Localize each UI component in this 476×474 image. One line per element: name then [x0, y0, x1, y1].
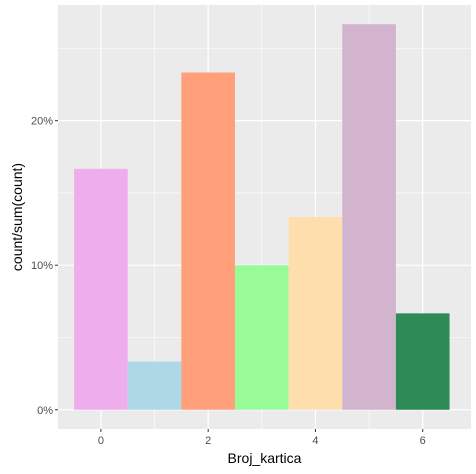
- y-axis-title: count/sum(count): [9, 163, 25, 271]
- x-tick-label: 6: [420, 435, 426, 447]
- x-tick-label: 0: [98, 435, 104, 447]
- x-tick-label: 2: [205, 435, 211, 447]
- x-tick-label: 4: [312, 435, 318, 447]
- bar-3: [235, 265, 289, 410]
- bar-4: [288, 217, 343, 410]
- y-tick-label: 20%: [31, 116, 53, 128]
- bar-1: [127, 361, 182, 410]
- bar-6: [395, 313, 450, 410]
- x-axis-title: Broj_kartica: [228, 450, 302, 466]
- bar-0: [74, 168, 128, 410]
- y-axis: 0% 10% 20%: [31, 116, 58, 417]
- bars: [74, 24, 450, 410]
- y-tick-label: 0%: [37, 405, 53, 417]
- x-axis: 0 2 4 6: [98, 429, 426, 447]
- bar-2: [181, 72, 235, 410]
- bar-5: [342, 24, 396, 410]
- y-tick-label: 10%: [31, 260, 53, 272]
